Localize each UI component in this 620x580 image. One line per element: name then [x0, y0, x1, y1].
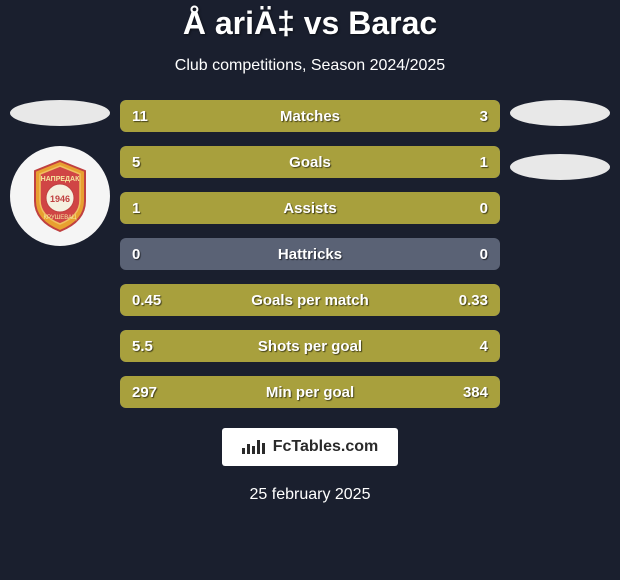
chart-icon	[242, 440, 265, 454]
stat-label: Shots per goal	[258, 338, 362, 355]
stats-column: 11Matches35Goals11Assists00Hattricks00.4…	[120, 100, 500, 408]
stat-value-right: 0	[480, 246, 488, 263]
stat-value-right: 4	[480, 338, 488, 355]
stat-label: Hattricks	[278, 246, 342, 263]
left-club-logo: НАПРЕДАК 1946 КРУШЕВАЦ	[10, 146, 110, 246]
stat-row: 297 Min per goal 384	[120, 376, 500, 408]
stat-bar-right	[340, 330, 500, 362]
stat-value-right: 3	[480, 108, 488, 125]
stat-value-left: 0	[132, 246, 140, 263]
stat-bar-left	[120, 100, 419, 132]
content-wrapper: НАПРЕДАК 1946 КРУШЕВАЦ 11Matches35Goals1…	[0, 100, 620, 408]
svg-text:1946: 1946	[50, 194, 70, 204]
date-label: 25 february 2025	[250, 486, 371, 504]
stat-value-right: 1	[480, 154, 488, 171]
right-player-column	[510, 100, 610, 180]
fctables-label: FcTables.com	[273, 438, 379, 456]
stat-row: 5.5 Shots per goal 4	[120, 330, 500, 362]
stat-label: Assists	[283, 200, 336, 217]
stat-row: 5 Goals 1	[120, 146, 500, 178]
fctables-badge[interactable]: FcTables.com	[222, 428, 399, 466]
stat-value-left: 5.5	[132, 338, 153, 355]
svg-text:КРУШЕВАЦ: КРУШЕВАЦ	[44, 215, 77, 221]
page-title: Å ariÄ‡ vs Barac	[183, 5, 437, 42]
svg-text:НАПРЕДАК: НАПРЕДАК	[41, 176, 80, 183]
stat-bar-left	[120, 146, 437, 178]
stat-row: 1 Assists 0	[120, 192, 500, 224]
subtitle: Club competitions, Season 2024/2025	[175, 57, 445, 75]
stat-value-left: 1	[132, 200, 140, 217]
stat-label: Matches	[280, 108, 340, 125]
stat-value-left: 11	[132, 108, 148, 125]
right-club-photo	[510, 154, 610, 180]
stat-label: Goals	[289, 154, 331, 171]
left-player-column: НАПРЕДАК 1946 КРУШЕВАЦ	[10, 100, 110, 246]
club-badge-icon: НАПРЕДАК 1946 КРУШЕВАЦ	[25, 156, 95, 236]
stat-label: Min per goal	[266, 384, 354, 401]
stat-bar-right	[437, 146, 500, 178]
stat-row: 11 Matches 3	[120, 100, 500, 132]
stat-value-right: 384	[463, 384, 488, 401]
stat-row: 0.45 Goals per match 0.33	[120, 284, 500, 316]
stat-value-right: 0.33	[459, 292, 488, 309]
right-player-photo	[510, 100, 610, 126]
left-player-photo	[10, 100, 110, 126]
stat-row: 0 Hattricks 0	[120, 238, 500, 270]
stat-value-left: 5	[132, 154, 140, 171]
stat-value-right: 0	[480, 200, 488, 217]
stat-value-left: 0.45	[132, 292, 161, 309]
stat-value-left: 297	[132, 384, 157, 401]
stat-label: Goals per match	[251, 292, 369, 309]
